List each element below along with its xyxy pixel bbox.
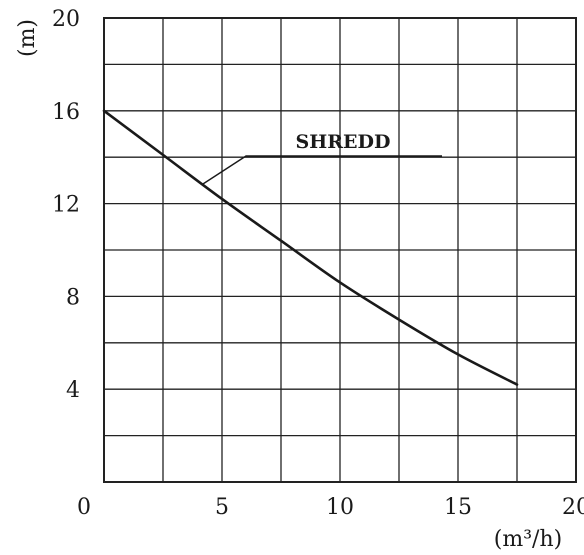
x-tick-label: 10 — [326, 495, 354, 520]
series-leader-line — [202, 155, 442, 185]
x-tick-label: 20 — [562, 495, 584, 520]
series-line — [102, 109, 519, 386]
leader-layer: SHREDD — [202, 131, 442, 185]
series-label: SHREDD — [296, 131, 391, 153]
y-tick-label: 12 — [52, 193, 80, 218]
tick-labels: 0 5 10 15 20 4 8 12 16 20 — [52, 7, 584, 520]
x-axis-title: (m³/h) — [494, 527, 562, 552]
grid — [104, 18, 576, 482]
plot-frame — [103, 17, 577, 483]
y-tick-label: 8 — [66, 285, 80, 310]
plot-border — [103, 17, 577, 483]
x-tick-label: 5 — [215, 495, 229, 520]
y-tick-label: 16 — [52, 100, 80, 125]
y-axis-title: (m) — [15, 19, 40, 57]
x-tick-label: 0 — [77, 495, 91, 520]
y-tick-label: 20 — [52, 7, 80, 32]
x-tick-label: 15 — [444, 495, 472, 520]
y-tick-label: 4 — [66, 378, 80, 403]
series-layer — [102, 109, 519, 386]
